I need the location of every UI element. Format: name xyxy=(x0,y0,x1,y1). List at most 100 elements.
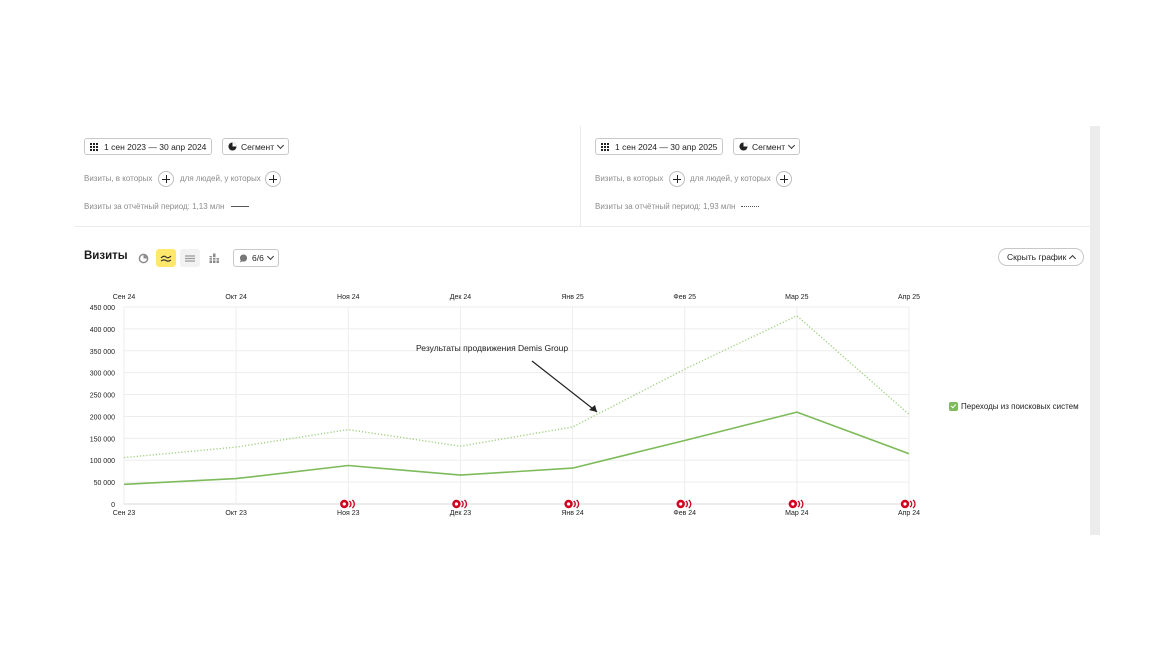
event-marker-wave xyxy=(460,500,464,508)
segment-pie-icon xyxy=(228,142,237,151)
event-marker-wave xyxy=(912,499,916,509)
x-tick-label-bottom: Янв 24 xyxy=(561,510,583,517)
y-axis: 0 50 000 100 000 150 000 200 000 250 000 300 0… xyxy=(90,305,115,509)
x-tick-label-bottom: Сен 23 xyxy=(113,510,136,517)
event-markers xyxy=(340,499,916,509)
y-tick-label: 350 000 xyxy=(90,349,115,356)
event-marker-wave xyxy=(573,500,576,508)
period-total-left: Визиты за отчётный период: 1,13 млн xyxy=(84,202,225,211)
event-marker-icon xyxy=(900,499,916,509)
date-range-label: 1 сен 2023 — 30 апр 2024 xyxy=(104,141,207,152)
area-chart-button[interactable] xyxy=(180,249,200,267)
event-marker-center xyxy=(342,502,346,506)
y-tick-label: 300 000 xyxy=(90,371,115,378)
event-marker-center xyxy=(566,502,571,506)
event-marker-center xyxy=(679,502,683,506)
segment-label: Сегмент xyxy=(752,141,786,152)
event-marker-wave xyxy=(688,499,692,509)
y-tick-label: 100 000 xyxy=(90,458,115,465)
add-people-condition-button[interactable] xyxy=(776,171,792,187)
event-marker-icon xyxy=(340,499,355,509)
pie-chart-button[interactable] xyxy=(133,249,153,267)
annotation-group: Результаты продвижения Demis Group xyxy=(416,343,598,413)
for-people-label: для людей, у которых xyxy=(690,174,771,183)
y-tick-label: 50 000 xyxy=(94,480,116,487)
date-range-label: 1 сен 2024 — 30 апр 2025 xyxy=(615,141,718,152)
calendar-icon xyxy=(90,142,100,151)
y-tick-label: 250 000 xyxy=(90,393,115,400)
event-marker-wave xyxy=(797,500,801,508)
event-marker-wave xyxy=(685,500,688,508)
event-marker-wave xyxy=(351,499,355,509)
for-people-label: для людей, у которых xyxy=(180,174,261,183)
annotation-text: Результаты продвижения Demis Group xyxy=(416,343,568,353)
add-people-condition-button[interactable] xyxy=(265,171,281,187)
x-axis-bottom: Сен 23 Окт 23 Ноя 23 Дек 23 Янв 24 Фев 24 Мар … xyxy=(113,510,920,517)
series-line-current-period xyxy=(123,315,910,459)
event-marker-wave xyxy=(348,500,352,508)
y-tick-label: 400 000 xyxy=(90,327,115,334)
event-marker-wave xyxy=(909,500,913,508)
series-legend[interactable]: Переходы из поисковых систем xyxy=(949,402,1079,411)
segment-button-left[interactable]: Сегмент xyxy=(222,138,290,155)
area-chart-icon xyxy=(185,255,195,262)
date-range-button-left[interactable]: 1 сен 2023 — 30 апр 2024 xyxy=(84,138,213,155)
event-marker-icon xyxy=(564,499,580,509)
visits-where-label: Визиты, в которых xyxy=(84,174,153,183)
hide-chart-button[interactable]: Скрыть график xyxy=(998,248,1085,266)
date-range-button-right[interactable]: 1 сен 2024 — 30 апр 2025 xyxy=(595,138,724,155)
y-tick-label: 200 000 xyxy=(90,414,115,421)
event-marker-center xyxy=(454,502,459,506)
event-marker-icon xyxy=(452,499,467,509)
add-visit-condition-button[interactable] xyxy=(669,171,685,187)
pie-chart-icon xyxy=(138,253,148,263)
x-tick-label-bottom: Апр 24 xyxy=(898,510,920,517)
event-marker-center xyxy=(903,502,907,506)
x-tick-label-top: Ноя 24 xyxy=(337,294,360,301)
x-tick-label-bottom: Дек 23 xyxy=(450,510,472,517)
x-tick-label-top: Сен 24 xyxy=(113,294,136,301)
x-tick-label-top: Апр 25 xyxy=(898,294,920,301)
annotation-arrowhead xyxy=(589,405,597,412)
comment-icon xyxy=(239,253,248,263)
bar-chart-button[interactable] xyxy=(204,249,224,267)
chart-series xyxy=(123,315,910,486)
hide-chart-label: Скрыть график xyxy=(1007,252,1067,262)
x-axis-top: Сен 24 Окт 24 Ноя 24 Дек 24 Янв 25 Фев 25 Мар … xyxy=(113,294,920,301)
event-marker-wave xyxy=(576,499,580,509)
period-total-right: Визиты за отчётный период: 1,93 млн xyxy=(595,202,736,211)
annotation-arrow xyxy=(531,360,598,413)
y-tick-label: 450 000 xyxy=(90,305,115,312)
segment-pie-icon xyxy=(739,142,748,151)
x-tick-label-bottom: Окт 23 xyxy=(225,510,247,517)
event-marker-wave xyxy=(463,499,467,509)
line-chart-button[interactable] xyxy=(156,249,176,267)
legend-checkbox[interactable] xyxy=(949,402,958,411)
y-tick-label: 150 000 xyxy=(90,436,115,443)
x-tick-label-bottom: Мар 24 xyxy=(785,510,809,517)
comments-count: 6/6 xyxy=(252,253,264,263)
section-divider xyxy=(75,226,1090,227)
visits-where-label: Визиты, в которых xyxy=(595,174,664,183)
event-marker-center xyxy=(791,502,795,506)
bar-chart-icon xyxy=(208,253,220,263)
x-tick-label-top: Фев 25 xyxy=(673,294,696,301)
x-tick-label-bottom: Фев 24 xyxy=(673,510,696,517)
calendar-icon xyxy=(601,142,611,151)
comments-filter-button[interactable]: 6/6 xyxy=(233,249,279,267)
segment-button-right[interactable]: Сегмент xyxy=(733,138,801,155)
chart-title: Визиты xyxy=(84,250,128,262)
line-chart-icon xyxy=(160,255,172,262)
chart-grid xyxy=(123,306,910,505)
page-scrollbar[interactable] xyxy=(1090,126,1100,535)
dotted-line-legend xyxy=(741,206,759,207)
x-tick-label-top: Окт 24 xyxy=(225,294,247,301)
add-visit-condition-button[interactable] xyxy=(158,171,174,187)
event-marker-icon xyxy=(676,499,692,509)
series-line-previous-period xyxy=(123,411,910,486)
y-tick-label: 0 xyxy=(111,502,115,509)
solid-line-legend xyxy=(231,206,249,207)
panel-divider xyxy=(580,126,581,226)
legend-label: Переходы из поисковых систем xyxy=(961,402,1079,411)
